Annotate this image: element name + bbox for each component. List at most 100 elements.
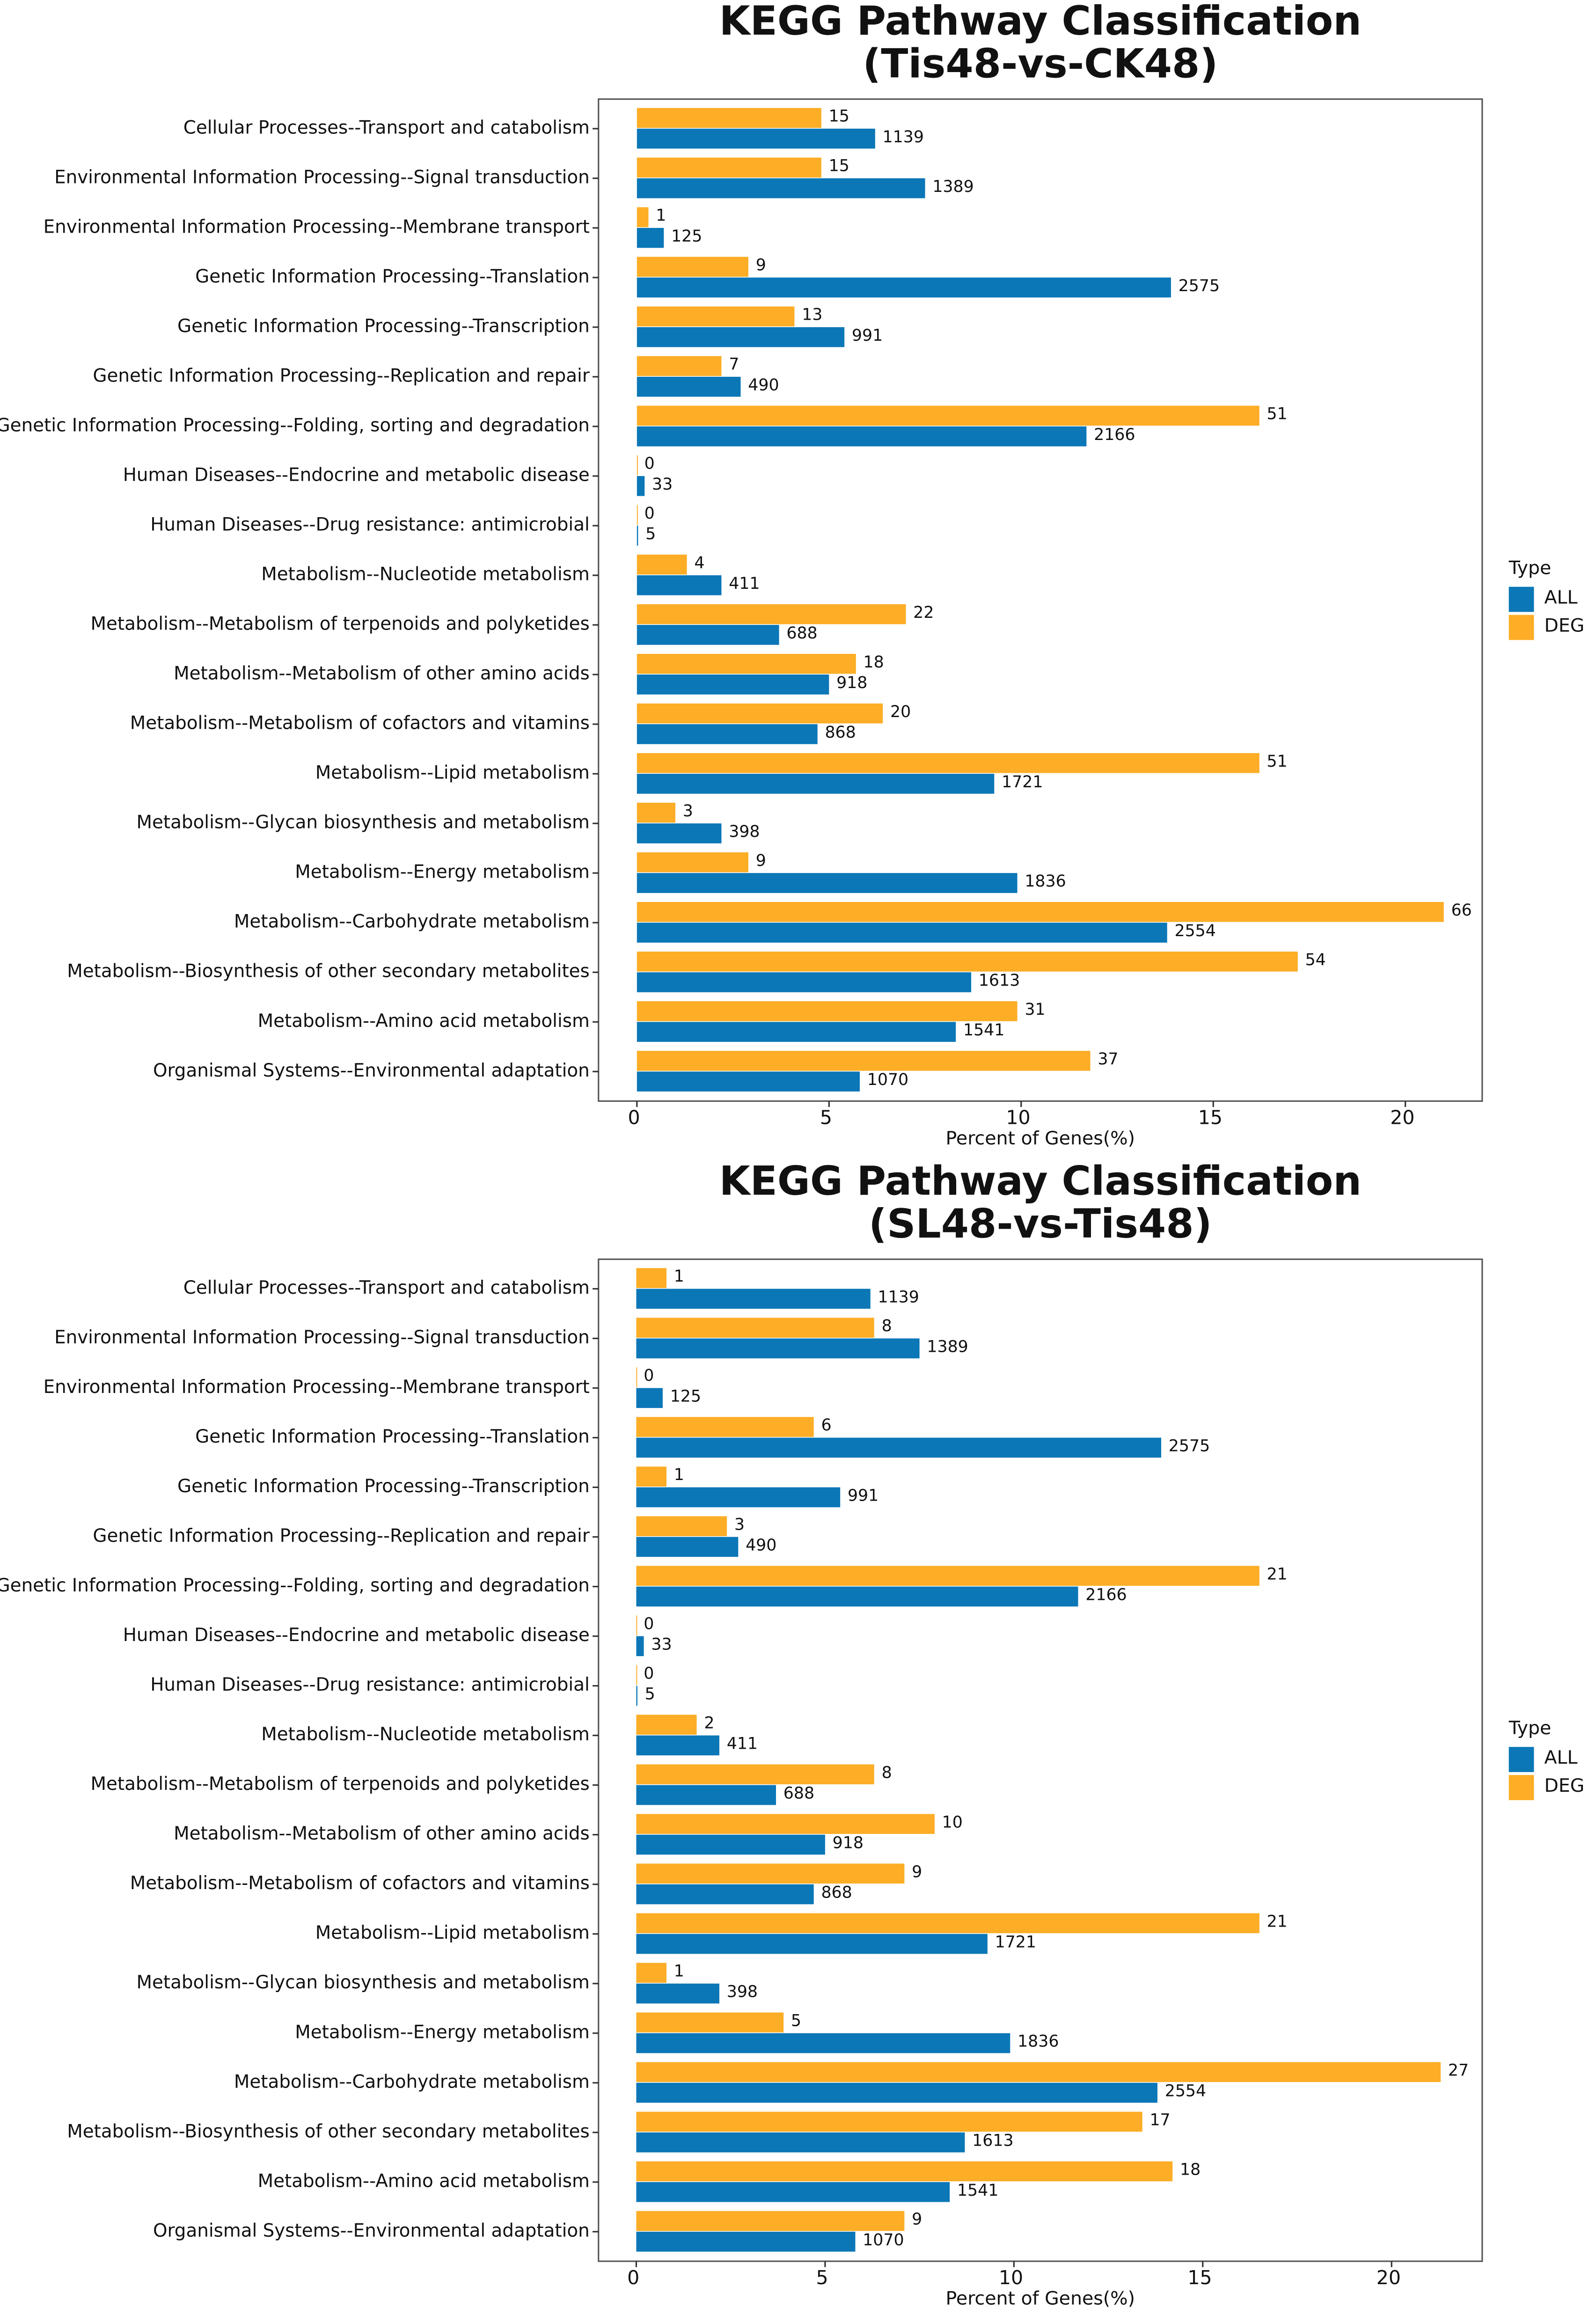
bar <box>636 1715 697 1735</box>
bar <box>636 1487 841 1508</box>
legend-swatch <box>1508 1747 1534 1772</box>
bar <box>637 554 687 575</box>
bar <box>636 2082 1157 2103</box>
bar <box>636 1367 637 1387</box>
data-label: 9 <box>756 256 766 275</box>
legend-swatch <box>1508 615 1534 640</box>
bar <box>637 952 1298 972</box>
y-tick-label: Metabolism--Nucleotide metabolism <box>261 564 590 585</box>
bar <box>637 207 649 227</box>
bar <box>637 1051 1091 1071</box>
bar <box>637 306 795 327</box>
data-label: 2554 <box>1165 2082 1206 2101</box>
bar <box>637 1001 1018 1021</box>
y-tick-label: Environmental Information Processing--Si… <box>54 167 590 188</box>
y-tick-label: Metabolism--Metabolism of cofactors and … <box>130 1873 590 1894</box>
data-label: 1389 <box>932 177 974 196</box>
data-label: 66 <box>1451 901 1472 920</box>
y-tick-label: Metabolism--Metabolism of terpenoids and… <box>90 1774 589 1795</box>
bar <box>636 1665 637 1686</box>
data-label: 411 <box>729 574 760 593</box>
bar <box>637 108 821 128</box>
bar <box>636 1466 666 1487</box>
data-label: 2166 <box>1094 425 1135 444</box>
data-label: 27 <box>1448 2061 1469 2080</box>
plot-panel <box>598 98 1483 1102</box>
data-label: 868 <box>825 723 856 742</box>
legend-title: Type <box>1508 1717 1552 1739</box>
y-tick-label: Metabolism--Metabolism of other amino ac… <box>174 1823 590 1844</box>
data-label: 9 <box>756 851 766 870</box>
data-label: 5 <box>791 2012 801 2030</box>
x-axis-label: Percent of Genes(%) <box>946 1128 1135 1149</box>
data-label: 9 <box>912 2210 922 2229</box>
bar <box>636 1537 739 1557</box>
y-tick-label: Genetic Information Processing--Folding,… <box>0 1575 590 1596</box>
legend-label: DEG <box>1544 615 1584 636</box>
x-tick-label: 5 <box>820 1106 832 1129</box>
data-label: 991 <box>852 326 883 345</box>
y-tick-label: Genetic Information Processing--Translat… <box>195 1426 590 1447</box>
bar <box>637 575 722 595</box>
data-label: 1 <box>674 1466 684 1484</box>
data-label: 991 <box>848 1486 879 1505</box>
data-label: 1721 <box>1002 773 1043 792</box>
bar <box>637 852 748 872</box>
y-tick-label: Genetic Information Processing--Folding,… <box>0 415 590 436</box>
data-label: 15 <box>829 157 849 176</box>
y-tick-label: Metabolism--Nucleotide metabolism <box>261 1724 590 1745</box>
y-tick-label: Metabolism--Metabolism of terpenoids and… <box>90 614 589 635</box>
bar <box>637 277 1171 298</box>
x-axis-label: Percent of Genes(%) <box>946 2288 1135 2309</box>
legend-swatch <box>1508 586 1534 612</box>
bar <box>636 1814 935 1834</box>
y-tick-label: Metabolism--Lipid metabolism <box>315 1922 590 1943</box>
bar <box>636 1516 727 1536</box>
legend-title: Type <box>1508 557 1552 579</box>
chart-subtitle: (Tis48-vs-CK48) <box>863 41 1218 88</box>
data-label: 688 <box>786 624 817 643</box>
data-label: 868 <box>821 1884 852 1902</box>
y-tick-label: Metabolism--Amino acid metabolism <box>258 1011 590 1032</box>
bar <box>637 257 748 277</box>
data-label: 5 <box>645 1685 655 1704</box>
y-tick-label: Metabolism--Carbohydrate metabolism <box>234 2071 590 2092</box>
bar <box>636 1884 814 1905</box>
data-label: 5 <box>645 525 656 543</box>
bar <box>637 426 1087 447</box>
x-tick-label: 20 <box>1376 2266 1401 2289</box>
bar <box>637 674 829 695</box>
legend-label: DEG <box>1544 1775 1584 1796</box>
data-label: 7 <box>729 355 739 374</box>
data-label: 21 <box>1267 1912 1288 1931</box>
data-label: 15 <box>829 107 849 126</box>
y-tick-label: Metabolism--Amino acid metabolism <box>258 2170 590 2191</box>
data-label: 1139 <box>883 128 924 147</box>
data-label: 1836 <box>1025 872 1066 891</box>
data-label: 1836 <box>1018 2032 1059 2051</box>
data-label: 918 <box>836 674 867 692</box>
data-label: 4 <box>694 554 704 572</box>
bar <box>636 2231 856 2252</box>
data-label: 1721 <box>995 1933 1036 1952</box>
bar <box>636 1934 988 1954</box>
y-tick-label: Metabolism--Metabolism of cofactors and … <box>130 713 590 734</box>
bar <box>636 1338 920 1359</box>
data-label: 0 <box>644 1614 654 1633</box>
data-label: 2575 <box>1179 277 1220 295</box>
bar <box>636 1566 1259 1586</box>
y-tick-label: Metabolism--Glycan biosynthesis and meta… <box>137 812 590 833</box>
y-tick-label: Genetic Information Processing--Replicat… <box>93 1525 589 1546</box>
bar <box>636 1318 874 1338</box>
data-label: 33 <box>651 1635 672 1654</box>
data-label: 1139 <box>878 1288 919 1306</box>
bar <box>636 1963 666 1983</box>
bar <box>636 2062 1441 2082</box>
bar <box>637 753 1259 773</box>
y-tick-label: Genetic Information Processing--Transcri… <box>177 315 590 337</box>
bar <box>636 1764 874 1785</box>
bar <box>636 1686 637 1706</box>
y-tick-label: Cellular Processes--Transport and catabo… <box>183 1277 590 1298</box>
data-label: 1 <box>674 1267 684 1286</box>
